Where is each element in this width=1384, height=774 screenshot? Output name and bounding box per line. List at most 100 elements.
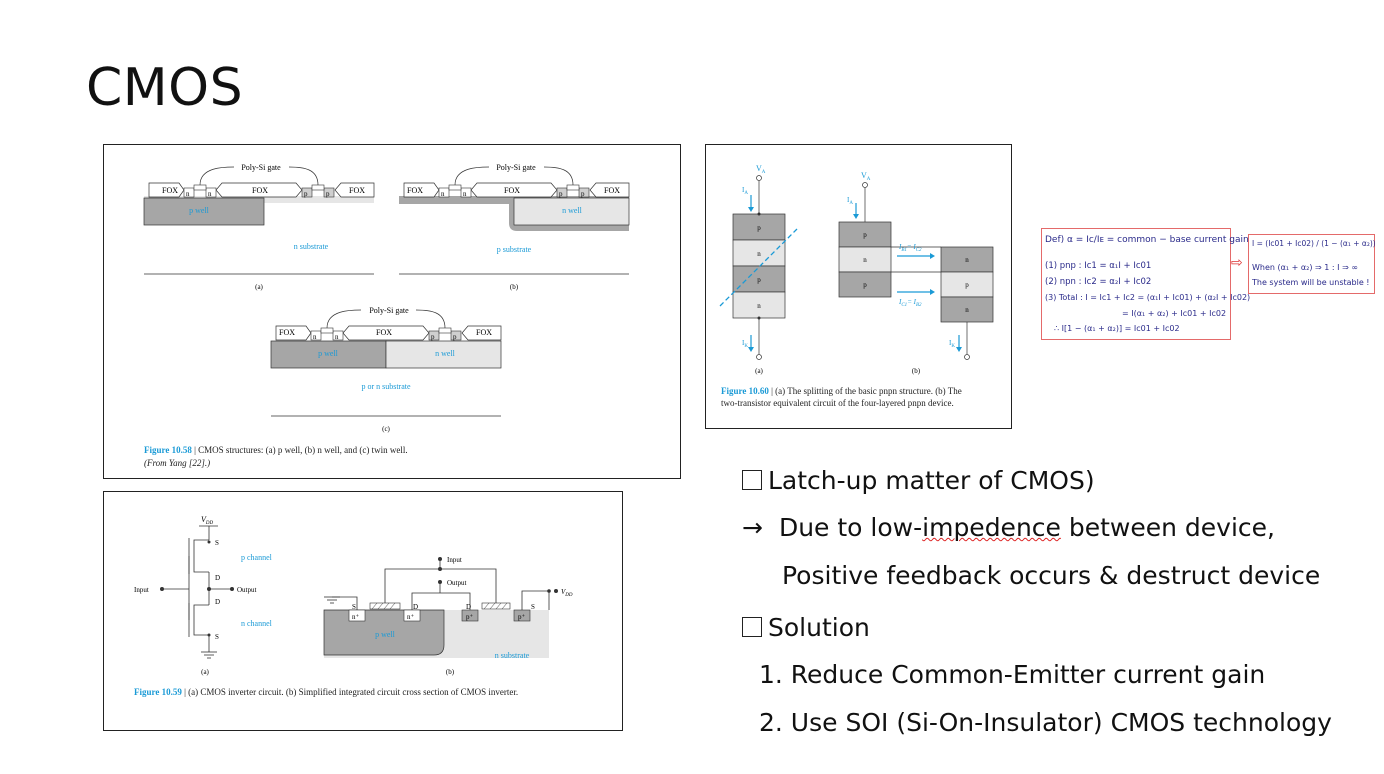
p-label: p [326, 190, 330, 198]
structure-a: Poly-Si gate FOX FOX FOX n n p p p well … [143, 163, 375, 291]
p-label: p [581, 190, 585, 198]
n-layer: n [965, 256, 969, 264]
output-label-a: Output [237, 586, 257, 594]
fox-label: FOX [279, 328, 295, 337]
result-current: I = (Iᴄ01 + Iᴄ02) / (1 − (α₁ + α₂)) [1252, 239, 1376, 248]
sublabel-a: (a) [755, 367, 763, 375]
bullet-solution-text: Solution [768, 613, 870, 642]
figure-58-source: (From Yang [22].) [144, 458, 211, 468]
caption-text: | CMOS structures: (a) p well, (b) n wel… [191, 445, 408, 455]
caption-label: Figure 10.60 [721, 386, 769, 396]
source-label: S [531, 603, 535, 611]
sublabel-a: (a) [255, 283, 263, 291]
figure-60-caption: Figure 10.60 | (a) The splitting of the … [721, 386, 962, 396]
result-unstable: The system will be unstable ! [1252, 278, 1370, 287]
bullet-cause: → Due to low-impedence between device, [742, 513, 1275, 542]
checkbox-square-icon [742, 617, 762, 637]
fox-label: FOX [162, 186, 178, 195]
caption-text: | (a) CMOS inverter circuit. (b) Simplif… [181, 687, 519, 697]
solution-item-1: 1. Reduce Common-Emitter current gain [759, 660, 1266, 689]
p-layer: p [757, 276, 761, 284]
p-channel-label: p channel [241, 553, 273, 562]
p-substrate-label: p substrate [497, 245, 532, 254]
formula-total: (3) Total : I = Iᴄ1 + Iᴄ2 = (α₁I + Iᴄ01)… [1045, 293, 1251, 302]
bullet-latchup-text: Latch-up matter of CMOS) [768, 466, 1095, 495]
implies-arrow-icon: ⇨ [1231, 255, 1243, 271]
checkbox-square-icon [742, 470, 762, 490]
figure-60-caption-line2: two-transistor equivalent circuit of the… [721, 398, 954, 408]
ia-label: IA [742, 186, 748, 196]
bullet-feedback: Positive feedback occurs & destruct devi… [782, 561, 1321, 590]
figure-cmos-inverter: VDD S p channel D Output D n channel S I… [103, 491, 623, 731]
n-layer: n [863, 256, 867, 264]
vdd-label: VDD [201, 515, 214, 526]
p-well-label: p well [375, 630, 396, 639]
solution-item-2: 2. Use SOI (Si-On-Insulator) CMOS techno… [759, 708, 1332, 737]
right-arrow-icon: → [742, 513, 763, 542]
poly-gate-label-a: Poly-Si gate [241, 163, 281, 172]
formula-pnp: (1) pnp : Iᴄ1 = α₁I + Iᴄ01 [1045, 261, 1152, 271]
cmos-inverter-diagram: VDD S p channel D Output D n channel S I… [134, 515, 573, 676]
n-substrate-label: n substrate [294, 242, 329, 251]
figure-59-caption: Figure 10.59 | (a) CMOS inverter circuit… [134, 687, 518, 697]
p-layer: p [863, 281, 867, 289]
va-label: VA [756, 164, 766, 175]
latchup-result-box: I = (Iᴄ01 + Iᴄ02) / (1 − (α₁ + α₂)) When… [1248, 234, 1376, 294]
ib1-ic2-label: IB1= IC2 [898, 243, 922, 253]
nplus-label: n⁺ [352, 613, 360, 621]
bullet-cause-pre: Due to low- [778, 513, 923, 542]
p-label: p [453, 333, 457, 341]
output-label-b: Output [447, 579, 467, 587]
figure-pnpn-structure: VA IA p n p n IK (a) VA IA p n p [705, 144, 1012, 429]
n-label: n [441, 190, 445, 198]
p-well-label: p well [189, 206, 210, 215]
structure-c: Poly-Si gate FOX FOX FOX n n p p p well … [270, 306, 502, 433]
ia-label: IA [847, 196, 853, 206]
n-label: n [186, 190, 190, 198]
drain-label: D [215, 598, 220, 606]
n-well-label: n well [435, 349, 456, 358]
n-layer: n [757, 250, 761, 258]
fox-label: FOX [252, 186, 268, 195]
n-substrate-label: n substrate [495, 651, 530, 660]
ic1-ib2-label: IC1= IB2 [898, 298, 922, 308]
sublabel-b: (b) [510, 283, 519, 291]
p-layer: p [863, 231, 867, 239]
caption-label: Figure 10.58 [144, 445, 192, 455]
bullet-cause-post: between device, [1060, 513, 1275, 542]
drain-label: D [215, 574, 220, 582]
pplus-label: p⁺ [518, 613, 526, 621]
p-layer: p [965, 281, 969, 289]
pn-substrate-label: p or n substrate [361, 382, 411, 391]
n-label: n [313, 333, 317, 341]
p-label: p [431, 333, 435, 341]
input-label-a: Input [134, 586, 149, 594]
latchup-derivation-box: Def) α = Iᴄ/Iᴇ = common − base current g… [1041, 228, 1250, 340]
va-label: VA [861, 171, 871, 182]
fox-label: FOX [504, 186, 520, 195]
slide-title: CMOS [86, 58, 244, 118]
bullet-latchup: Latch-up matter of CMOS) [742, 466, 1095, 495]
formula-def: Def) α = Iᴄ/Iᴇ = common − base current g… [1045, 235, 1249, 245]
formula-total-2: = I(α₁ + α₂) + Iᴄ01 + Iᴄ02 [1122, 309, 1227, 318]
source-label: S [215, 539, 219, 547]
vdd-label: VDD [561, 588, 573, 598]
ik-label: IK [949, 339, 955, 349]
n-layer: n [965, 306, 969, 314]
fox-label: FOX [407, 186, 423, 195]
bullet-solution: Solution [742, 613, 870, 642]
nplus-label: n⁺ [407, 613, 415, 621]
sublabel-a: (a) [201, 668, 209, 676]
n-label: n [335, 333, 339, 341]
source-label: S [352, 603, 356, 611]
sublabel-b: (b) [446, 668, 455, 676]
fox-label: FOX [349, 186, 365, 195]
figure-58-caption: Figure 10.58 | CMOS structures: (a) p we… [144, 445, 408, 455]
n-channel-label: n channel [241, 619, 273, 628]
drain-label: D [413, 603, 418, 611]
source-label: S [215, 633, 219, 641]
sublabel-c: (c) [382, 425, 390, 433]
fox-label: FOX [376, 328, 392, 337]
caption-label: Figure 10.59 [134, 687, 182, 697]
cmos-structures-diagram: Poly-Si gate FOX FOX FOX n n p p p well … [143, 163, 630, 433]
